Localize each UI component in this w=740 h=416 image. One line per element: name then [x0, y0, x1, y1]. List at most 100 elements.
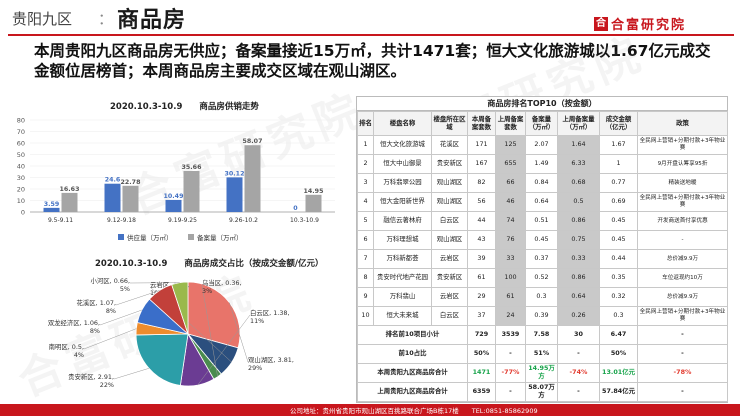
table-cell: 白云区: [431, 306, 468, 326]
bar-sales: [305, 194, 322, 212]
table-row: 10 恒大未来城 白云区 37 24 0.39 0.26 0.3 全民网上营销+分期付款+3年物…: [357, 306, 728, 326]
table-cell: 29: [467, 287, 496, 307]
table-body: 1 恒大文化旅游城 花溪区 171 125 2.07 1.64 1.67 全民网上营销+分期付款…: [357, 135, 728, 402]
table-cell: 0.32: [599, 287, 638, 307]
table-cell: 61: [467, 268, 496, 288]
column-header: 楼盘所在区域: [431, 111, 468, 136]
footer-address: 公司地址：贵州省贵阳市观山湖区百挑路联合广场B栋17楼 TEL:0851-858…: [290, 407, 538, 415]
summary-row: 上周贵阳九区商品房合计 6359-58.07万方 -57.84亿元 -: [357, 382, 728, 402]
summary-cell: 50%: [599, 344, 638, 364]
table-cell: 0.44: [599, 249, 638, 269]
table-header-row: 排名 楼盘名称 楼盘所在区域 本周备案套数 上周备案套数 备案量（万㎡） 上周备案量（万㎡）…: [357, 111, 728, 136]
pie-slice: [187, 281, 241, 349]
table-cell: 0.3: [525, 287, 558, 307]
table-cell: 恒大文化旅游城: [373, 135, 432, 155]
brand-logo: 合 合富研究院: [594, 14, 686, 33]
table-cell: 46: [495, 192, 526, 212]
sales-value-label: 14.95: [304, 188, 324, 195]
table-cell: 融信云著林府: [373, 211, 432, 231]
table-cell: 2: [357, 154, 374, 174]
summary-cell: 50%: [467, 344, 496, 364]
table-row: 4 恒大金阳新世界 观山湖区 56 46 0.64 0.5 0.69 全民网上营销+分期付款+3…: [357, 192, 728, 212]
table-cell: 0.35: [599, 268, 638, 288]
supply-value-label: 0: [293, 205, 298, 212]
table-cell: 花溪区: [431, 135, 468, 155]
legend-sales-label: 备案量（万㎡）: [197, 233, 243, 242]
pie-slice-label: 花溪区, 1.07,: [77, 298, 117, 307]
summary-cell: -: [557, 382, 600, 402]
table-cell: 0.52: [525, 268, 558, 288]
table-cell: 开发商送首付享优惠: [637, 211, 728, 231]
table-cell: 6: [357, 230, 374, 250]
table-cell: 9: [357, 287, 374, 307]
summary-cell: 3539: [495, 325, 526, 345]
pie-slice-percent: 22%: [100, 381, 114, 389]
table-cell: 167: [467, 154, 496, 174]
table-row: 3 万科翡翠公园 观山湖区 82 66 0.84 0.68 0.77 精装送地暖: [357, 173, 728, 193]
bar-sales: [183, 170, 200, 212]
table-row: 6 万科理想城 观山湖区 43 76 0.45 0.75 0.45-: [357, 230, 728, 250]
summary-cell: 57.84亿元: [599, 382, 638, 402]
table-cell: 云岩区: [431, 287, 468, 307]
y-tick-label: 30: [17, 174, 25, 182]
summary-cell: -: [495, 382, 526, 402]
summary-row: 前10占比 50% -51% -50% -: [357, 344, 728, 364]
supply-value-label: 30.12: [225, 170, 245, 177]
table-cell: 0.45: [525, 230, 558, 250]
table-cell: 0.75: [557, 230, 600, 250]
legend-supply-swatch: [118, 234, 124, 240]
deal-share-pie-chart: 观山湖区, 3.81,29%云岩区, 1.26,10%乌当区, 0.36,3%白…: [48, 276, 294, 389]
pie-slice-percent: 8%: [106, 307, 116, 315]
bar-supply: [104, 183, 121, 212]
legend-supply-label: 供应量（万㎡）: [127, 233, 173, 242]
table-cell: 0.69: [599, 192, 638, 212]
bar-sales: [61, 192, 78, 212]
summary-row: 本周贵阳九区商品房合计 1471 -77% 14.95万方 -74% 13.01亿元 -78…: [357, 363, 728, 383]
table-cell: 0.68: [557, 173, 600, 193]
table-cell: 0.84: [525, 173, 558, 193]
table-cell: 贵安新区: [431, 268, 468, 288]
pie-leader-line: [99, 309, 142, 326]
table-cell: 76: [495, 230, 526, 250]
pie-leader-line: [113, 368, 150, 380]
column-header: 上周备案量（万㎡）: [557, 111, 600, 136]
header-divider: [8, 34, 734, 36]
table-cell: 37: [467, 306, 496, 326]
x-tick-label: 9.19-9.25: [168, 217, 197, 224]
table-cell: 0.39: [525, 306, 558, 326]
table-cell: 万科翡翠公园: [373, 173, 432, 193]
bar-sales: [122, 185, 139, 212]
ranking-grid: 排名 楼盘名称 楼盘所在区域 本周备案套数 上周备案套数 备案量（万㎡） 上周备案量（万㎡）…: [357, 111, 728, 402]
summary-cell: 13.01亿元: [599, 363, 638, 383]
y-tick-label: 10: [17, 197, 25, 205]
y-tick-label: 20: [17, 186, 25, 194]
table-title: 商品房排名TOP10（按金额）: [357, 97, 727, 111]
table-cell: 观山湖区: [431, 230, 468, 250]
logo-mark-icon: 合: [594, 16, 608, 31]
pie-slice-label: 贵安新区, 2.91,: [68, 372, 114, 381]
summary-cell: 14.95万方: [525, 363, 558, 383]
table-row: 1 恒大文化旅游城 花溪区 171 125 2.07 1.64 1.67 全民网上营销+分期付款…: [357, 135, 728, 155]
x-tick-label: 10.3-10.9: [290, 217, 319, 224]
table-row: 9 万科翡山 云岩区 29 61 0.3 0.64 0.32 总价减9.9万: [357, 287, 728, 307]
y-tick-label: 80: [17, 117, 25, 125]
table-cell: 100: [495, 268, 526, 288]
table-cell: 56: [467, 192, 496, 212]
legend-sales-swatch: [188, 234, 194, 240]
page-title: 商品房: [117, 8, 187, 33]
y-tick-label: 70: [17, 128, 25, 136]
table-row: 5 融信云著林府 白云区 44 74 0.51 0.86 0.45 开发商送首付享优惠: [357, 211, 728, 231]
table-cell: 贵安新区: [431, 154, 468, 174]
pie-leader-line: [83, 328, 137, 350]
summary-cell: -74%: [557, 363, 600, 383]
column-header: 本周备案套数: [467, 111, 496, 136]
table-cell: 0.3: [599, 306, 638, 326]
pie-slice: [135, 333, 189, 386]
summary-cell: 6.47: [599, 325, 638, 345]
table-cell: 白云区: [431, 211, 468, 231]
summary-cell: -: [557, 344, 600, 364]
pie-slice-percent: 11%: [250, 317, 264, 325]
table-cell: 1: [357, 135, 374, 155]
supply-value-label: 24.6: [105, 177, 121, 184]
table-cell: 0.86: [557, 211, 600, 231]
